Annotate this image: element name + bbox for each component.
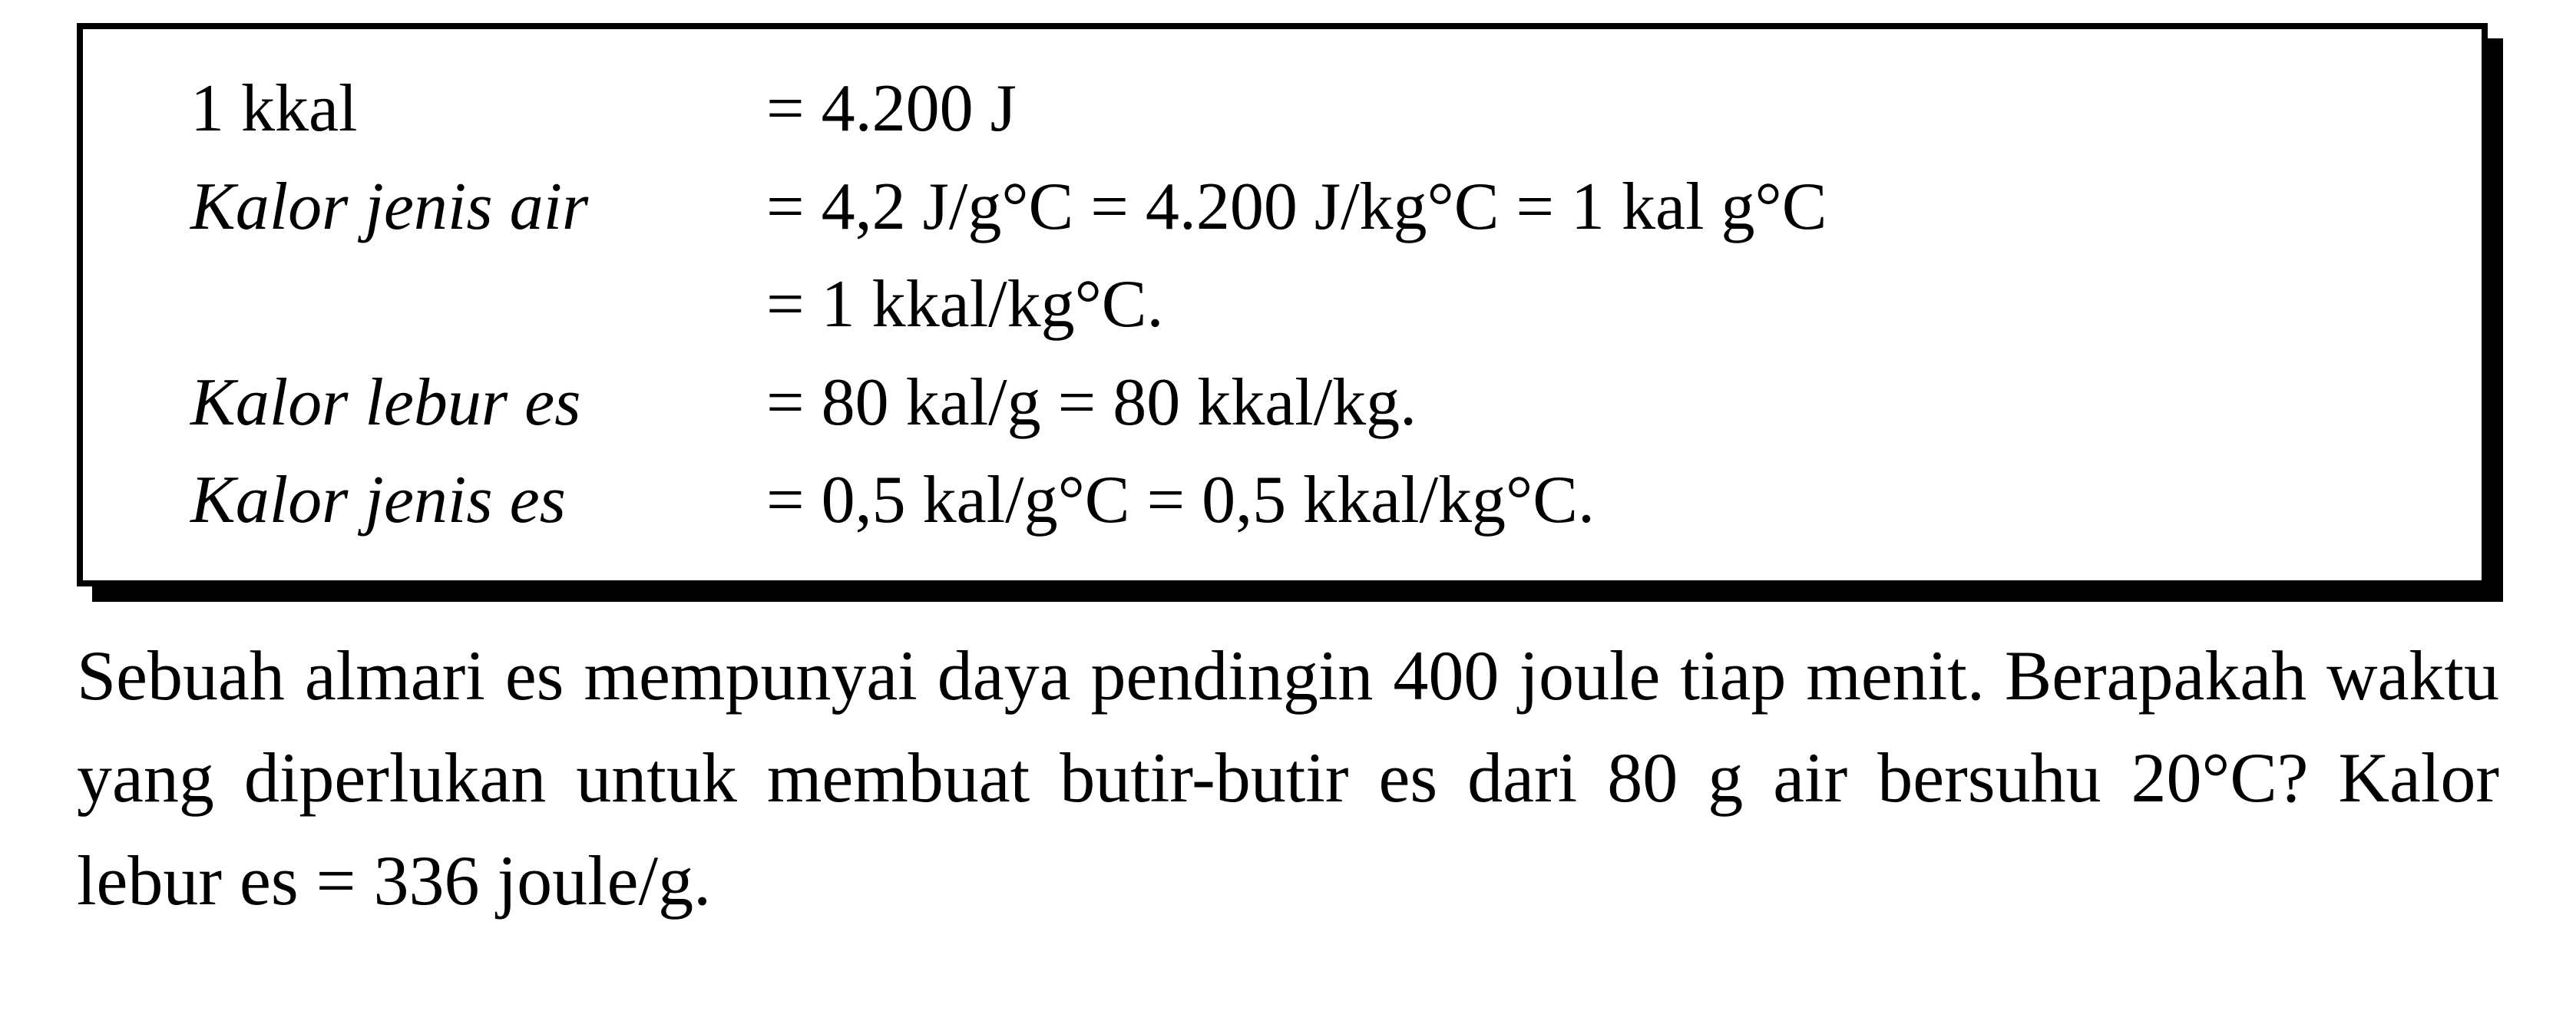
box-row: Kalor jenis air = 4,2 J/g°C = 4.200 J/kg… (190, 158, 2405, 256)
box-row: Kalor lebur es = 80 kal/g = 80 kkal/kg. (190, 354, 2405, 452)
row-label: Kalor jenis air (190, 158, 766, 256)
data-box-container: 1 kkal = 4.200 J Kalor jenis air = 4,2 J… (77, 23, 2488, 586)
row-label: 1 kkal (190, 60, 766, 158)
box-row: Kalor jenis es = 0,5 kal/g°C = 0,5 kkal/… (190, 451, 2405, 550)
row-value: = 1 kkal/kg°C. (766, 256, 2405, 354)
row-value: = 4,2 J/g°C = 4.200 J/kg°C = 1 kal g°C (766, 158, 2405, 256)
row-label: Kalor lebur es (190, 354, 766, 452)
data-box: 1 kkal = 4.200 J Kalor jenis air = 4,2 J… (77, 23, 2488, 586)
box-row: = 1 kkal/kg°C. (190, 256, 2405, 354)
question-paragraph: Sebuah almari es mempunyai daya pendingi… (46, 625, 2530, 932)
row-label: Kalor jenis es (190, 451, 766, 550)
row-value: = 80 kal/g = 80 kkal/kg. (766, 354, 2405, 452)
row-value: = 0,5 kal/g°C = 0,5 kkal/kg°C. (766, 451, 2405, 550)
box-row: 1 kkal = 4.200 J (190, 60, 2405, 158)
row-value: = 4.200 J (766, 60, 2405, 158)
